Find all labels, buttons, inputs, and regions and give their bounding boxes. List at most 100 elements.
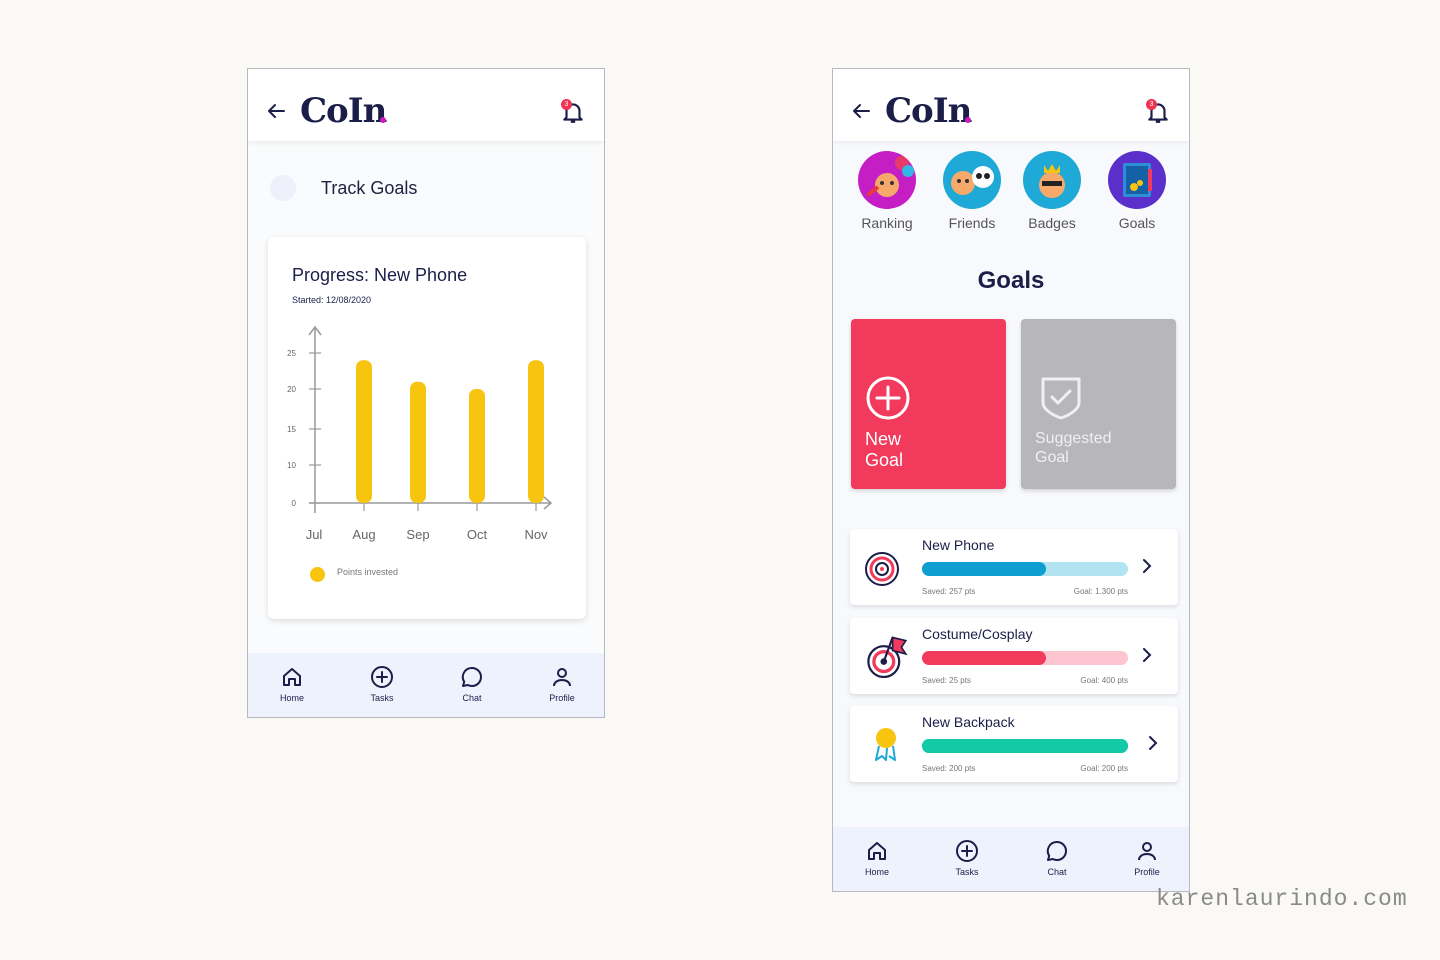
bar <box>469 389 485 503</box>
progress-bar <box>922 739 1128 753</box>
tab-home[interactable]: Home <box>842 839 912 877</box>
goal-name: New Backpack <box>922 714 1015 730</box>
chart-title: Progress: New Phone <box>292 265 468 285</box>
logo-dot <box>380 117 386 123</box>
watermark: karenlaurindo.com <box>1156 886 1408 912</box>
saved-amount: Saved: 257 pts <box>922 587 976 596</box>
tab-profile[interactable]: Profile <box>1112 839 1182 877</box>
logo-dot <box>965 117 971 123</box>
progress-bar-fill <box>922 651 1046 665</box>
tab-label: Chat <box>1047 867 1067 877</box>
tab-home[interactable]: Home <box>257 665 327 703</box>
category-friends[interactable]: Friends <box>937 151 1007 231</box>
back-arrow-icon[interactable] <box>264 99 288 123</box>
back-arrow-icon[interactable] <box>849 99 873 123</box>
user-icon <box>1138 842 1156 861</box>
tile-label: New Goal <box>865 429 904 470</box>
plus-circle-icon <box>866 376 910 420</box>
category-goals[interactable]: Goals <box>1102 151 1172 231</box>
chevron-right-icon <box>1143 648 1152 662</box>
notification-badge: 3 <box>1146 99 1157 110</box>
legend-label: Points invested <box>337 567 399 577</box>
goal-row-costume[interactable]: Costume/Cosplay Saved: 25 pts Goal: 400 … <box>850 618 1178 694</box>
chevron-right-icon <box>1149 736 1158 750</box>
tile-label: Suggested Goal <box>1035 430 1112 466</box>
goal-row-new-phone[interactable]: New Phone Saved: 257 pts Goal: 1.300 pts <box>850 529 1178 605</box>
badges-character-icon <box>1023 151 1081 209</box>
tab-label: Home <box>279 693 304 703</box>
x-tick-label: Nov <box>524 527 548 542</box>
goals-screen: CoIn 3 Ranking Friends Badges Goals Goal… <box>832 68 1190 892</box>
tab-profile[interactable]: Profile <box>527 665 597 703</box>
category-label: Friends <box>948 215 996 231</box>
x-axis-arrow <box>543 496 553 510</box>
tab-label: Tasks <box>955 867 979 877</box>
tab-label: Home <box>864 867 889 877</box>
category-badges[interactable]: Badges <box>1017 151 1087 231</box>
y-tick-label: 0 <box>292 499 297 508</box>
chart-subtitle: Started: 12/08/2020 <box>292 295 372 305</box>
app-header: CoIn 3 <box>833 69 1189 141</box>
x-tick-label: Sep <box>406 527 429 542</box>
track-goals-screen: CoIn 3 Track Goals Progress: New Phone S… <box>247 68 605 718</box>
category-label: Goals <box>1118 215 1156 231</box>
bottom-tab-bar: Home Tasks Chat Profile <box>833 827 1189 891</box>
chevron-right-icon <box>1143 559 1152 573</box>
content-area: Track Goals Progress: New Phone Started:… <box>248 141 604 655</box>
category-ranking[interactable]: Ranking <box>852 151 922 231</box>
y-tick-label: 25 <box>287 349 296 358</box>
tab-label: Tasks <box>370 693 394 703</box>
plus-circle-icon <box>371 666 393 688</box>
y-tick-label: 20 <box>287 385 296 394</box>
legend-swatch <box>310 567 325 582</box>
notification-badge: 3 <box>561 99 572 110</box>
progress-bar <box>922 562 1128 576</box>
saved-amount: Saved: 25 pts <box>922 676 971 685</box>
home-icon <box>283 668 301 686</box>
tab-tasks[interactable]: Tasks <box>932 839 1002 877</box>
plus-circle-icon <box>956 840 978 862</box>
progress-bar <box>922 651 1128 665</box>
chat-icon <box>1046 840 1067 861</box>
user-icon <box>553 668 571 687</box>
category-label: Ranking <box>861 215 913 231</box>
page-title: Goals <box>977 267 1045 294</box>
medal-icon <box>875 728 896 761</box>
app-logo: CoIn <box>885 91 972 131</box>
goal-amount: Goal: 400 pts <box>1080 676 1128 685</box>
progress-bar-fill <box>922 562 1046 576</box>
new-goal-button[interactable]: New Goal <box>851 319 1006 489</box>
tab-chat[interactable]: Chat <box>437 665 507 703</box>
bar-chart: 0 10 15 20 25 Jul Aug Sep Oct Nov <box>287 325 553 542</box>
bar <box>356 360 372 503</box>
target-flag-icon <box>867 636 908 678</box>
home-icon <box>868 842 886 860</box>
bottom-tab-bar: Home Tasks Chat Profile <box>248 653 604 717</box>
section-indicator-icon <box>270 175 296 201</box>
bar <box>528 360 544 503</box>
saved-amount: Saved: 200 pts <box>922 764 976 773</box>
tab-label: Profile <box>549 693 575 703</box>
y-tick-label: 15 <box>287 425 296 434</box>
section-title: Track Goals <box>321 178 418 198</box>
tab-label: Chat <box>462 693 482 703</box>
tab-chat[interactable]: Chat <box>1022 839 1092 877</box>
goal-row-new-backpack[interactable]: New Backpack Saved: 200 pts Goal: 200 pt… <box>850 706 1178 782</box>
tab-tasks[interactable]: Tasks <box>347 665 417 703</box>
goal-amount: Goal: 1.300 pts <box>1073 587 1128 596</box>
goals-safe-icon <box>1108 151 1166 209</box>
progress-bar-fill <box>922 739 1128 753</box>
x-tick-label: Jul <box>306 527 323 542</box>
chat-icon <box>461 666 482 687</box>
suggested-goal-button[interactable]: Suggested Goal <box>1021 319 1176 489</box>
goal-name: New Phone <box>922 537 995 553</box>
y-tick-label: 10 <box>287 461 296 470</box>
friends-character-icon <box>943 151 1001 209</box>
goal-amount: Goal: 200 pts <box>1080 764 1128 773</box>
target-icon <box>865 552 899 586</box>
category-label: Badges <box>1028 215 1076 231</box>
app-header: CoIn 3 <box>248 69 604 141</box>
x-tick-label: Aug <box>352 527 375 542</box>
ranking-character-icon <box>858 151 916 209</box>
progress-chart-card: Progress: New Phone Started: 12/08/2020 … <box>268 237 586 619</box>
